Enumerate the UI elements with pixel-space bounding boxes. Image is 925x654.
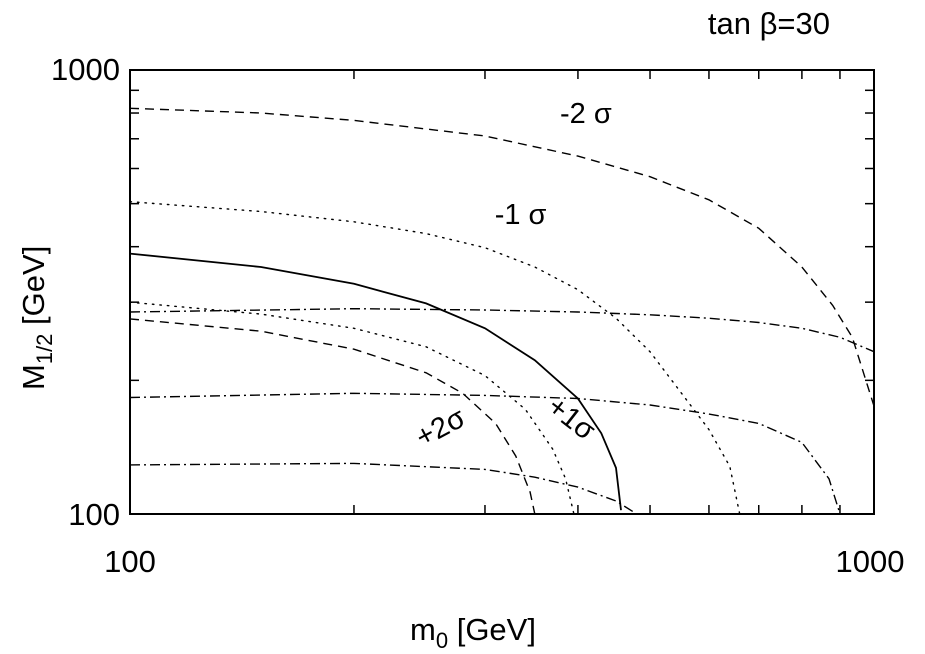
plot-frame [129, 69, 875, 515]
y-axis-label: M1/2 [GeV] [16, 246, 57, 390]
x-axis-label-space [448, 612, 457, 647]
series-line-1-dashed [129, 107, 875, 407]
y-axis-label-unit: [GeV] [16, 246, 51, 325]
x-axis-label-sub: 0 [436, 628, 448, 653]
annotation-label-2: -1 σ [495, 199, 547, 231]
annotation-label-3: +1σ [541, 390, 601, 447]
y-axis-label-space [16, 325, 51, 334]
series-line-3-solid [129, 252, 622, 511]
series-line-7-dash-dot [129, 392, 841, 515]
x-tick-label-right: 1000 [836, 544, 905, 579]
annotations: -2 σ -1 σ +1σ +2σ [411, 98, 612, 454]
x-axis-label-main: m [410, 612, 436, 647]
x-tick-label-left: 100 [104, 544, 156, 579]
series-line-2-dotted [129, 200, 741, 515]
plot-area [129, 69, 875, 515]
annotation-label-4: +2σ [411, 402, 471, 454]
y-tick-label-bottom: 100 [68, 497, 120, 532]
series-line-8-dash-dot [129, 462, 638, 515]
series-line-5-dashed [129, 318, 536, 515]
y-axis-label-sub: 1/2 [32, 334, 57, 365]
annotation-label-1: -2 σ [560, 98, 612, 130]
x-axis-label: m0 [GeV] [410, 612, 536, 653]
y-axis-label-main: M [16, 364, 51, 390]
chart-title: tan β=30 [708, 6, 830, 41]
series-line-6-dash-dot [129, 307, 875, 353]
series-line-4-dotted [129, 301, 575, 515]
series-group [129, 107, 875, 515]
y-tick-label-top: 1000 [51, 52, 120, 87]
axis-ticks [130, 70, 874, 514]
x-axis-label-unit: [GeV] [457, 612, 536, 647]
